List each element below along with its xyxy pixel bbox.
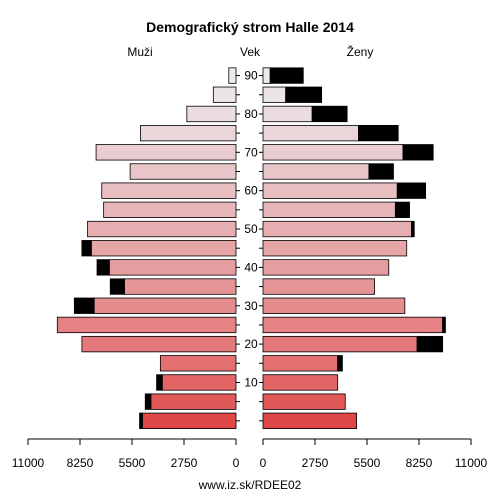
men-bar-25-29 (56, 316, 237, 334)
men-bar-70-74 (95, 144, 237, 161)
age-tick-label: 10 (244, 375, 258, 389)
age-tick-label: 80 (244, 107, 258, 121)
men-extra-bar-40-44 (96, 259, 110, 276)
men-extra-bar-35-39 (109, 278, 125, 295)
age-axis-label: Vek (240, 45, 261, 59)
men-bar-45-49 (90, 240, 237, 257)
men-bar-5-9 (150, 393, 237, 410)
women-extra-bar-80-84 (311, 105, 348, 123)
men-bar-85-89 (212, 86, 237, 103)
x-tick-label-left: 8250 (67, 456, 94, 470)
men-bar-90+ (228, 67, 237, 84)
women-extra-bar-65-69 (368, 163, 394, 180)
age-tick-label: 20 (244, 337, 258, 351)
axes-group: 10 20 30 40 50 60 70 80 90 0 0 2750 2750 5500 5500 8250… (12, 69, 488, 470)
x-tick-label-right: 0 (260, 456, 267, 470)
men-extra-bar-45-49 (81, 240, 92, 257)
men-bar-80-84 (186, 105, 237, 123)
women-bar-75-79 (262, 124, 359, 142)
age-tick-label: 60 (244, 184, 258, 198)
women-extra-bar-55-59 (394, 201, 410, 219)
x-tick-label-right: 8250 (406, 456, 433, 470)
women-bar-5-9 (262, 393, 346, 410)
men-bar-60-64 (101, 182, 237, 199)
women-bar-60-64 (262, 182, 398, 199)
women-bar-35-39 (262, 278, 375, 295)
footer-text: www.iz.sk/RDEE02 (198, 478, 302, 492)
x-tick-label-right: 2750 (302, 456, 329, 470)
women-bar-80-84 (262, 105, 313, 123)
women-bar-65-69 (262, 163, 370, 180)
x-tick-label-left: 0 (233, 456, 240, 470)
women-bar-55-59 (262, 201, 396, 219)
age-tick-label: 70 (244, 145, 258, 159)
women-extra-bar-15-19 (337, 355, 343, 372)
women-extra-bar-75-79 (358, 124, 399, 142)
women-bar-30-34 (262, 297, 406, 314)
men-bar-50-54 (87, 220, 237, 238)
women-bar-40-44 (262, 259, 390, 276)
age-tick-label: 90 (244, 69, 258, 83)
men-bar-55-59 (103, 201, 237, 219)
men-bar-35-39 (124, 278, 237, 295)
x-tick-label-right: 11000 (455, 456, 488, 470)
x-tick-label-left: 5500 (119, 456, 146, 470)
women-extra-bar-90+ (269, 67, 304, 84)
men-extra-bar-0-4 (139, 412, 143, 429)
x-tick-label-left: 11000 (12, 456, 45, 470)
x-tick-label-left: 2750 (171, 456, 198, 470)
women-bar-20-24 (262, 335, 418, 353)
men-bar-75-79 (140, 124, 237, 142)
women-extra-bar-70-74 (402, 144, 434, 161)
men-label: Muži (127, 45, 152, 59)
women-extra-bar-25-29 (442, 316, 446, 334)
women-bar-10-14 (262, 374, 339, 391)
women-bar-90+ (262, 67, 271, 84)
men-bar-65-69 (129, 163, 237, 180)
women-extra-bar-50-54 (411, 220, 415, 238)
men-extra-bar-10-14 (156, 374, 163, 391)
women-bar-85-89 (262, 86, 287, 103)
age-tick-label: 50 (244, 222, 258, 236)
women-bar-50-54 (262, 220, 412, 238)
women-bar-15-19 (262, 355, 339, 372)
men-extra-bar-5-9 (144, 393, 152, 410)
men-bar-0-4 (141, 412, 237, 429)
women-bar-25-29 (262, 316, 444, 334)
age-tick-label: 30 (244, 299, 258, 313)
women-bar-45-49 (262, 240, 408, 257)
x-tick-label-right: 5500 (354, 456, 381, 470)
women-bar-70-74 (262, 144, 404, 161)
women-extra-bar-20-24 (416, 335, 444, 353)
men-bar-20-24 (81, 335, 237, 353)
men-extra-bar-30-34 (73, 297, 95, 314)
women-bar-0-4 (262, 412, 357, 429)
men-bar-40-44 (108, 259, 237, 276)
women-extra-bar-60-64 (396, 182, 427, 199)
chart-title: Demografický strom Halle 2014 (146, 19, 354, 35)
women-label: Ženy (347, 44, 374, 59)
men-bar-30-34 (93, 297, 237, 314)
women-extra-bar-85-89 (285, 86, 323, 103)
men-bar-15-19 (159, 355, 237, 372)
age-tick-label: 40 (244, 260, 258, 274)
bars-group (56, 67, 446, 429)
men-bar-10-14 (161, 374, 237, 391)
